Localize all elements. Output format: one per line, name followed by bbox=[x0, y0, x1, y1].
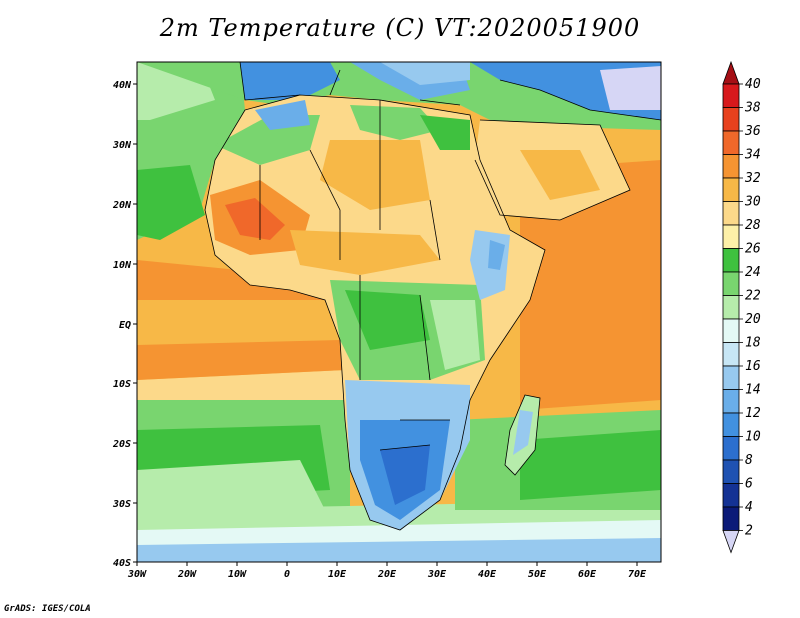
colorbar-label: 34 bbox=[744, 148, 761, 163]
y-tick-label: 40N bbox=[113, 80, 132, 91]
temperature-field bbox=[137, 62, 661, 562]
y-tick-label: 30N bbox=[112, 140, 132, 151]
colorbar-segment bbox=[722, 318, 740, 343]
y-tick-label: EQ bbox=[119, 320, 131, 331]
y-tick-label: 10S bbox=[113, 379, 131, 390]
colorbar: 40 38 36 34 32 30 28 26 24 22 20 18 16 14 12 10 8 6 4 2 bbox=[722, 60, 761, 554]
x-tick-label: 40E bbox=[478, 569, 497, 580]
colorbar-label: 18 bbox=[745, 336, 761, 351]
colorbar-segment bbox=[722, 271, 740, 296]
colorbar-label: 38 bbox=[744, 101, 761, 116]
colorbar-segment bbox=[722, 224, 740, 249]
map-frame bbox=[136, 61, 662, 563]
colorbar-label: 2 bbox=[745, 524, 753, 539]
colorbar-segment bbox=[722, 154, 740, 179]
x-tick-label: 70E bbox=[628, 569, 647, 580]
colorbar-label: 10 bbox=[745, 430, 761, 445]
colorbar-label: 32 bbox=[744, 171, 761, 186]
colorbar-label: 12 bbox=[745, 406, 761, 421]
x-tick-label: 0 bbox=[284, 569, 290, 580]
colorbar-label: 24 bbox=[745, 265, 761, 280]
colorbar-segment bbox=[722, 107, 740, 132]
x-tick-label: 50E bbox=[528, 569, 547, 580]
colorbar-segment bbox=[722, 248, 740, 273]
y-tick-label: 20S bbox=[112, 439, 131, 450]
colorbar-label: 40 bbox=[745, 77, 761, 92]
colorbar-segment bbox=[722, 412, 740, 437]
x-tick-label: 30E bbox=[427, 569, 447, 580]
y-tick-label: 10N bbox=[113, 260, 132, 271]
colorbar-label: 26 bbox=[745, 242, 761, 257]
colorbar-segment bbox=[722, 295, 740, 320]
colorbar-label: 8 bbox=[745, 453, 753, 468]
colorbar-label: 16 bbox=[745, 359, 761, 374]
colorbar-segment bbox=[722, 483, 740, 508]
chart-title: 2m Temperature (C) VT:2020051900 bbox=[159, 14, 641, 42]
colorbar-top-arrow bbox=[722, 60, 740, 85]
colorbar-segment bbox=[722, 177, 740, 202]
colorbar-label: 4 bbox=[745, 500, 753, 515]
x-tick-label: 10E bbox=[328, 569, 347, 580]
x-tick-label: 20W bbox=[177, 569, 197, 580]
colorbar-label: 20 bbox=[745, 312, 761, 327]
colorbar-label: 6 bbox=[745, 477, 753, 492]
grads-credit: GrADS: IGES/COLA bbox=[4, 604, 91, 614]
colorbar-segment bbox=[722, 389, 740, 414]
colorbar-segment bbox=[722, 130, 740, 155]
x-tick-label: 60E bbox=[578, 569, 597, 580]
y-tick-label: 40S bbox=[113, 558, 131, 569]
x-tick-label: 10W bbox=[228, 569, 247, 580]
colorbar-segment bbox=[722, 365, 740, 390]
y-tick-label: 30S bbox=[112, 499, 131, 510]
colorbar-label: 14 bbox=[745, 383, 761, 398]
colorbar-label: 30 bbox=[744, 195, 761, 210]
colorbar-segment bbox=[722, 459, 740, 484]
colorbar-bottom-arrow bbox=[722, 530, 740, 554]
colorbar-label: 22 bbox=[745, 289, 761, 304]
coastlines bbox=[204, 62, 661, 531]
colorbar-segment bbox=[722, 342, 740, 367]
colorbar-segment bbox=[722, 83, 740, 108]
colorbar-segment bbox=[722, 201, 740, 226]
x-tick-label: 30W bbox=[127, 569, 147, 580]
y-tick-label: 20N bbox=[112, 200, 132, 211]
colorbar-label: 36 bbox=[744, 124, 761, 139]
colorbar-segment bbox=[722, 436, 740, 461]
colorbar-label: 28 bbox=[745, 218, 761, 233]
axis-ticks: 30W 20W 10W 0 10E 20E 30E 40E 50E 60E 70E 40N 30N 20N… bbox=[112, 80, 647, 580]
colorbar-segment bbox=[722, 506, 740, 531]
x-tick-label: 20E bbox=[377, 569, 397, 580]
